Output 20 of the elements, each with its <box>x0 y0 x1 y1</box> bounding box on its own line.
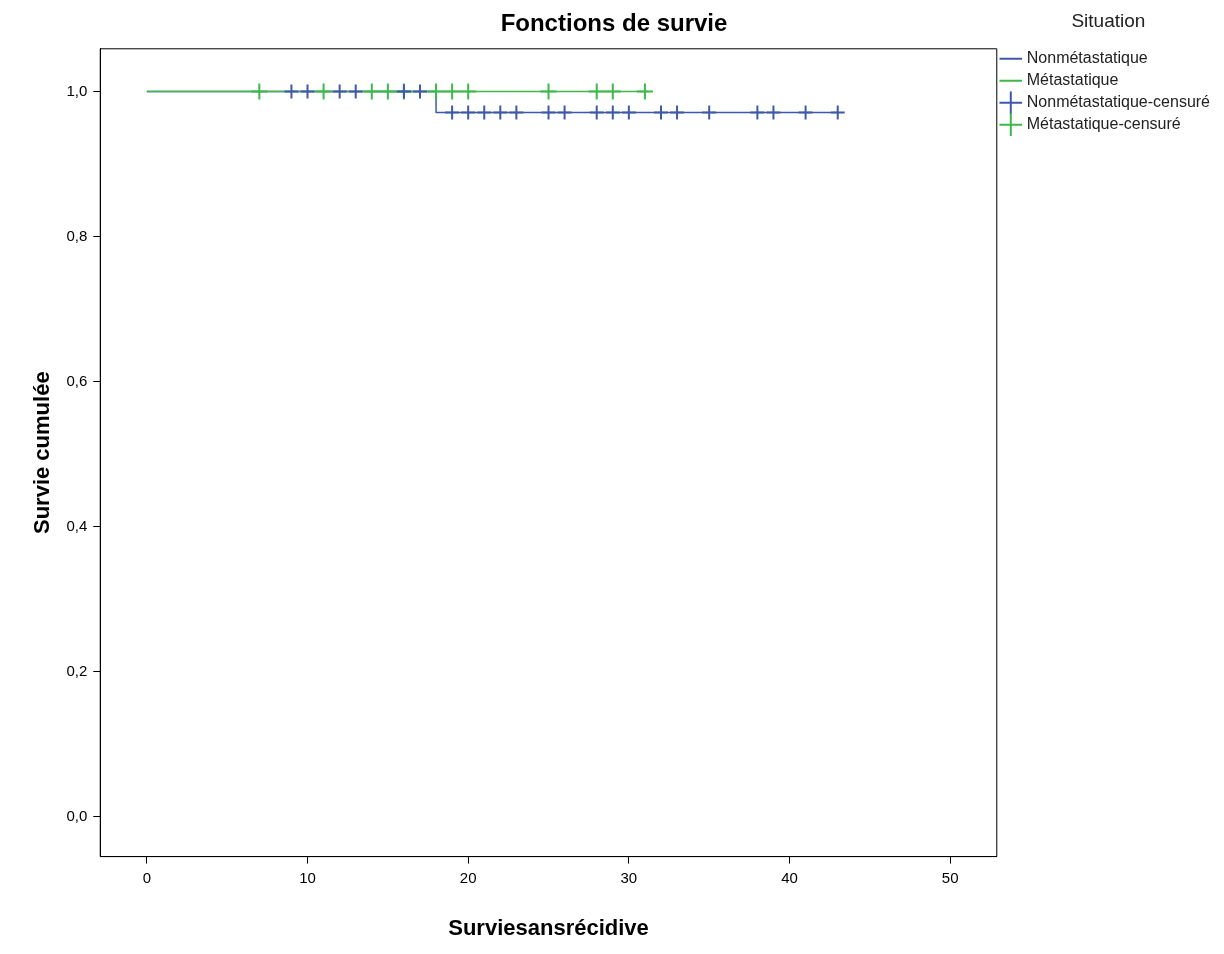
legend-label: Métastatique-censuré <box>1026 115 1181 133</box>
chart-title: Fonctions de survie <box>500 9 728 37</box>
legend-label: Nonmétastatique <box>1026 49 1148 67</box>
y-axis-title: Survie cumulée <box>29 371 55 535</box>
legend-label: Nonmétastatique-censuré <box>1026 93 1211 111</box>
legend-title: Situation <box>1071 9 1146 31</box>
x-tick-label: 40 <box>781 868 798 886</box>
legend-label: Métastatique <box>1026 71 1119 89</box>
x-tick-label: 10 <box>299 868 316 886</box>
x-tick-label: 30 <box>620 868 638 886</box>
x-tick-label: 20 <box>459 868 477 886</box>
y-tick-label: 0,8 <box>66 226 88 244</box>
x-tick-label: 50 <box>941 868 959 886</box>
x-tick-label: 0 <box>142 868 152 886</box>
y-tick-label: 0,4 <box>66 516 88 534</box>
y-tick-label: 0,6 <box>66 371 88 389</box>
x-axis-title: Surviesansrécidive <box>448 914 649 940</box>
y-tick-label: 0,0 <box>66 806 88 824</box>
y-tick-label: 0,2 <box>66 661 88 679</box>
y-tick-label: 1,0 <box>66 81 88 99</box>
